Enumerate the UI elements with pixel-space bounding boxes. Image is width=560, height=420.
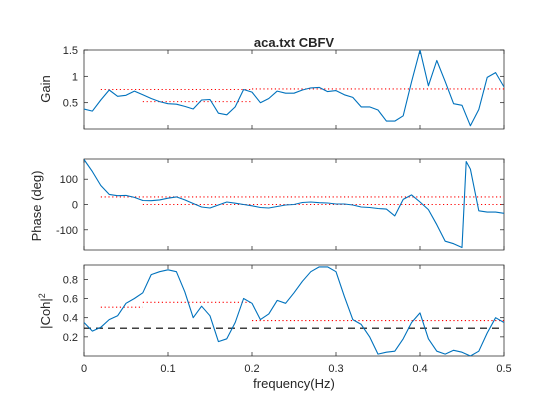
panel-coherence: |Coh|2 0.2 0.4 0.6 0.8 0 0.1 0.2 0.3 0.4 0.5	[37, 264, 512, 375]
gain-plot-area: 0.5 1 1.5	[63, 45, 505, 130]
coherence-xtick-label: 0.2	[244, 363, 259, 375]
coherence-ytick-label: 0.6	[63, 294, 78, 306]
ylabel-coherence-base: |Coh|	[38, 298, 53, 329]
gain-ytick-label: 1	[72, 71, 78, 83]
xlabel: frequency(Hz)	[253, 376, 335, 391]
gain-series-line	[84, 50, 504, 127]
ylabel-gain: Gain	[38, 75, 53, 102]
coherence-ytick-label: 0.2	[63, 332, 78, 344]
panel-phase: Phase (deg) -100 0 100	[29, 158, 505, 251]
ylabel-coherence: |Coh|2	[37, 293, 53, 329]
coherence-ytick-label: 0.4	[63, 313, 78, 325]
coherence-xtick-label: 0.1	[160, 363, 175, 375]
gain-ytick-label: 0.5	[63, 98, 78, 110]
gain-ytick-label: 1.5	[63, 45, 78, 57]
phase-ytick-label: 100	[60, 174, 78, 186]
coherence-series-line	[84, 266, 504, 356]
phase-plot-area: -100 0 100	[56, 158, 505, 251]
phase-series-line	[84, 159, 504, 249]
coherence-plot-area: 0.2 0.4 0.6 0.8 0 0.1 0.2 0.3 0.4 0.5	[63, 264, 512, 375]
coherence-xtick-label: 0.5	[496, 363, 511, 375]
coherence-xtick-label: 0	[81, 363, 87, 375]
coherence-ytick-label: 0.8	[63, 274, 78, 286]
phase-ytick-label: -100	[56, 225, 78, 237]
phase-ytick-label: 0	[72, 200, 78, 212]
coherence-xtick-label: 0.4	[412, 363, 427, 375]
chart-title: aca.txt CBFV	[254, 35, 335, 50]
ylabel-coherence-exponent: 2	[37, 293, 47, 298]
coherence-xtick-label: 0.3	[328, 363, 343, 375]
coherence-plot-frame	[83, 264, 505, 357]
ylabel-phase: Phase (deg)	[29, 171, 44, 242]
panel-gain: Gain 0.5 1 1.5	[38, 45, 505, 130]
